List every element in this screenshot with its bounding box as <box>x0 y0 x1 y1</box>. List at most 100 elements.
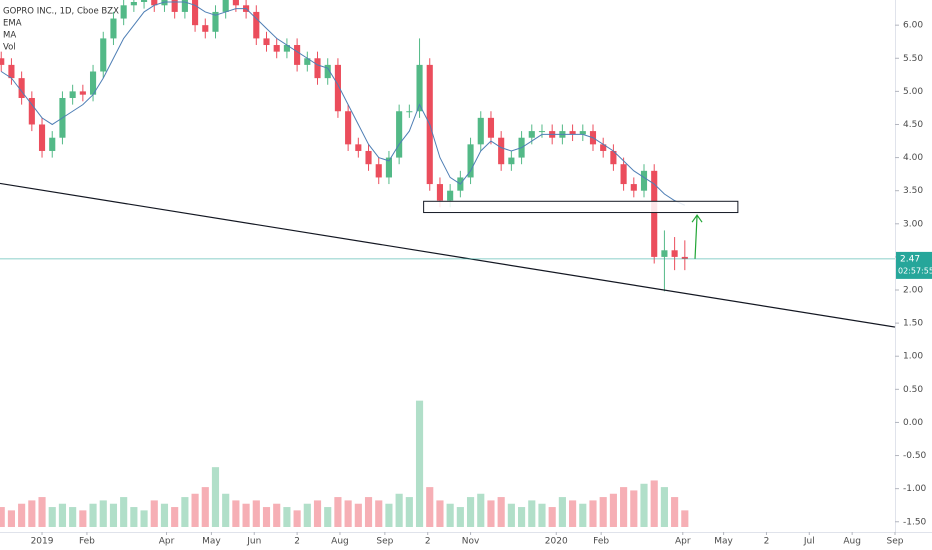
y-tick-label: 5.00 <box>903 87 923 97</box>
y-tick-label: -1.50 <box>903 517 927 527</box>
y-tick-label: 3.50 <box>903 186 923 196</box>
candle-body <box>334 64 341 112</box>
candle-body <box>406 111 413 113</box>
volume-bar <box>150 500 158 527</box>
volume-bar <box>354 503 362 527</box>
volume-bar <box>99 500 107 527</box>
x-tick-label: Apr <box>159 537 175 547</box>
volume-bar <box>89 503 97 527</box>
x-tick-label: Nov <box>462 537 480 547</box>
candle-body <box>416 64 423 112</box>
volume-bar <box>242 503 250 527</box>
candle-body <box>120 5 127 19</box>
candle-body <box>345 111 352 145</box>
candle-body <box>651 170 658 257</box>
candle-body <box>671 250 678 257</box>
candle-body <box>130 1 137 6</box>
x-tick-label: Feb <box>79 537 95 547</box>
volume-bar <box>487 500 495 527</box>
volume-bar <box>518 507 526 527</box>
volume-bar <box>630 490 638 527</box>
volume-bar <box>18 503 26 527</box>
volume-bar <box>446 503 454 527</box>
candle-body <box>508 157 515 165</box>
x-tick-label: Jul <box>803 537 815 547</box>
last-price-label: 2.47 <box>900 254 920 264</box>
x-tick-label: 2 <box>764 537 770 547</box>
legend-item: Vol <box>3 43 16 53</box>
y-tick-label: 1.50 <box>903 319 923 329</box>
candle-body <box>498 137 505 165</box>
candle-body <box>151 0 158 6</box>
candle-body <box>161 0 168 6</box>
volume-bar <box>375 500 383 527</box>
volume-bar <box>385 503 393 527</box>
candle-body <box>579 131 586 135</box>
candle-body <box>171 0 178 12</box>
x-tick-label: 2020 <box>545 537 568 547</box>
volume-bar <box>364 497 373 527</box>
candle-body <box>294 45 301 65</box>
candle-body <box>263 38 270 46</box>
volume-bar <box>160 503 169 527</box>
y-tick-label: -0.50 <box>903 451 927 461</box>
y-tick-label: 0.00 <box>903 418 923 428</box>
volume-bar <box>191 493 199 527</box>
candle-body <box>630 184 637 191</box>
volume-bar <box>436 500 444 527</box>
candle-body <box>610 150 617 165</box>
volume-bar <box>171 507 179 527</box>
volume-bar <box>69 507 77 527</box>
x-tick-label: 2 <box>425 537 431 547</box>
y-tick-label: 6.00 <box>903 21 923 31</box>
volume-bar <box>538 503 546 527</box>
candle-body <box>38 124 46 151</box>
volume-bar <box>120 497 128 527</box>
x-tick-label: 2019 <box>31 537 54 547</box>
candle-body <box>28 97 35 125</box>
candle-body <box>8 64 15 79</box>
x-tick-label: May <box>714 537 733 547</box>
y-tick-label: 1.00 <box>903 352 923 362</box>
volume-bar <box>232 500 240 527</box>
volume-bar <box>273 503 281 527</box>
candle-body <box>681 256 688 259</box>
candle-body <box>69 91 76 98</box>
volume-bar <box>252 500 260 527</box>
y-tick-label: 5.50 <box>903 54 923 64</box>
x-tick-label: Feb <box>593 537 609 547</box>
volume-bar <box>415 400 424 527</box>
y-tick-label: 4.00 <box>903 153 923 163</box>
candle-body <box>640 170 648 191</box>
volume-bar <box>640 483 648 527</box>
trendline <box>0 182 896 328</box>
candle-body <box>600 144 607 151</box>
ma-line <box>0 1 686 206</box>
volume-bar <box>579 503 587 527</box>
volume-bar <box>181 497 189 527</box>
volume-bar <box>109 503 118 527</box>
x-tick-label: Sep <box>887 537 904 547</box>
volume-bar <box>324 507 332 527</box>
candle-body <box>661 250 668 257</box>
volume-bar <box>650 480 658 527</box>
candle-body <box>283 45 290 52</box>
volume-bar <box>283 507 291 527</box>
x-tick-label: Sep <box>376 537 393 547</box>
candle-body <box>79 91 86 95</box>
volume-bar <box>528 500 536 527</box>
candle-body <box>447 190 454 201</box>
candle-body <box>49 137 56 151</box>
volume-bar <box>589 500 597 527</box>
x-tick-label: 2 <box>294 537 300 547</box>
x-tick-label: Aug <box>843 537 861 547</box>
support-zone <box>423 200 739 214</box>
volume-bar <box>609 493 617 527</box>
candle-body <box>0 58 5 65</box>
chart-title: GOPRO INC., 1D, Cboe BZX <box>3 7 119 17</box>
candle-body <box>355 144 362 151</box>
volume-bar <box>466 497 475 527</box>
volume-bar <box>38 497 46 527</box>
volume-bar <box>211 467 220 527</box>
x-tick-label: Jun <box>246 537 261 547</box>
